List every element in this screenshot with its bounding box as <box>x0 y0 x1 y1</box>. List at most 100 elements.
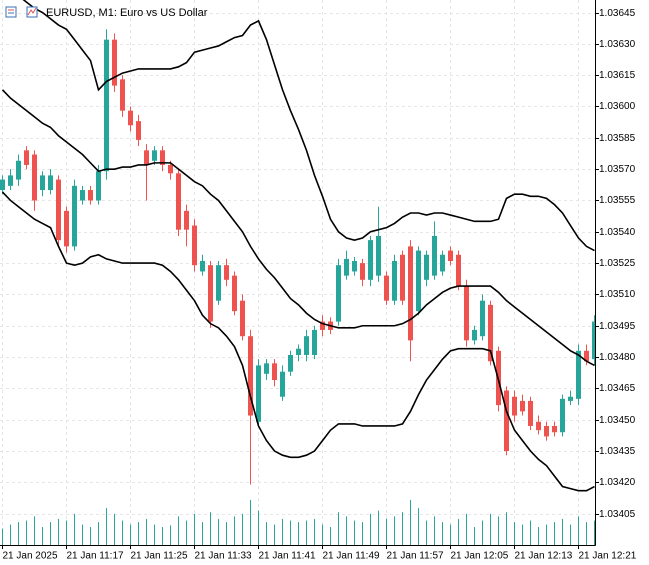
candle-body <box>136 121 141 140</box>
x-tick-label: 21 Jan 11:33 <box>195 551 253 562</box>
y-tick-label: 1.03585 <box>599 133 636 144</box>
candle-body <box>224 265 229 280</box>
y-tick-label: 1.03570 <box>599 164 636 175</box>
icon <box>27 7 37 16</box>
candle-body <box>448 250 453 262</box>
candle-body <box>392 261 397 301</box>
y-tick-label: 1.03420 <box>599 477 636 488</box>
band-line <box>1 191 595 492</box>
x-tick-label: 21 Jan 11:57 <box>387 551 445 562</box>
candle-body <box>480 300 485 337</box>
candle-body <box>336 265 341 322</box>
candle-body <box>88 190 93 201</box>
candle-body <box>560 398 565 433</box>
candle-body <box>24 150 29 165</box>
candle-body <box>104 39 109 172</box>
candle-body <box>168 164 173 174</box>
candle-body <box>344 258 349 276</box>
candle-body <box>56 179 61 241</box>
x-tick-label: 21 Jan 11:25 <box>131 551 189 562</box>
candle-body <box>232 275 237 312</box>
candle-body <box>576 350 581 399</box>
candle-body <box>176 173 181 230</box>
candle-body <box>216 265 221 301</box>
candle-body <box>432 235 437 276</box>
candle-body <box>440 254 445 272</box>
candle-body <box>584 350 589 362</box>
candle-body <box>144 150 149 165</box>
y-tick-label: 1.03435 <box>599 446 636 457</box>
y-tick-label: 1.03405 <box>599 509 636 520</box>
candle-body <box>520 400 525 412</box>
y-tick-label: 1.03525 <box>599 258 636 269</box>
candle-body <box>424 254 429 280</box>
band-line <box>1 89 595 367</box>
chart-title: EURUSD, M1: Euro vs US Dollar <box>46 7 208 19</box>
candle-body <box>64 210 69 247</box>
candle-body <box>472 329 477 341</box>
candle-body <box>568 396 573 401</box>
candle-body <box>536 421 541 431</box>
candle-body <box>280 371 285 397</box>
candle-body <box>304 336 309 355</box>
icon <box>5 6 17 18</box>
candle-body <box>208 265 213 322</box>
candle-body <box>16 160 21 180</box>
candle-body <box>464 286 469 341</box>
candle-body <box>112 39 117 86</box>
candle-body <box>152 150 157 161</box>
candle-body <box>256 365 261 422</box>
x-tick-label: 21 Jan 12:05 <box>451 551 509 562</box>
candle-body <box>48 175 53 191</box>
candle-body <box>376 235 381 276</box>
band-line <box>22 0 595 252</box>
y-tick-label: 1.03645 <box>599 8 636 19</box>
candle-body <box>528 400 533 426</box>
candle-body <box>120 79 125 111</box>
candle-body <box>0 179 5 191</box>
y-tick-label: 1.03450 <box>599 415 636 426</box>
candle-body <box>456 254 461 287</box>
candle-body <box>40 175 45 191</box>
candle-body <box>312 329 317 355</box>
x-tick-label: 21 Jan 12:13 <box>515 551 573 562</box>
y-tick-label: 1.03540 <box>599 227 636 238</box>
candle-body <box>400 254 405 301</box>
candle-body <box>80 190 85 201</box>
candle-body <box>8 175 13 186</box>
candle-body <box>240 300 245 337</box>
candle-body <box>184 210 189 230</box>
x-tick-label: 21 Jan 11:49 <box>323 551 381 562</box>
candle-body <box>72 185 77 247</box>
candle-body <box>360 263 365 280</box>
candle-body <box>544 425 549 437</box>
y-tick-label: 1.03615 <box>599 70 636 81</box>
candle-body <box>200 261 205 272</box>
candle-body <box>96 171 101 201</box>
candle-body <box>416 250 421 312</box>
y-tick-label: 1.03555 <box>599 195 636 206</box>
candle-body <box>296 348 301 355</box>
candle-body <box>504 390 509 452</box>
candle-body <box>592 321 595 360</box>
candle-body <box>160 150 165 165</box>
candle-body <box>384 275 389 301</box>
y-tick-label: 1.03630 <box>599 39 636 50</box>
candle-body <box>352 261 357 272</box>
x-tick-label: 21 Jan 2025 <box>3 551 58 562</box>
candle-body <box>512 396 517 416</box>
chart-icons <box>5 6 38 18</box>
candle-body <box>272 363 277 381</box>
candle-body <box>128 110 133 126</box>
candle-body <box>488 304 493 362</box>
y-tick-label: 1.03600 <box>599 101 636 112</box>
candle-body <box>248 336 253 416</box>
candle-body <box>408 246 413 341</box>
y-tick-label: 1.03510 <box>599 289 636 300</box>
y-tick-label: 1.03465 <box>599 383 636 394</box>
candle-body <box>264 363 269 374</box>
candle-body <box>368 240 373 280</box>
y-tick-label: 1.03495 <box>599 321 636 332</box>
candle-body <box>288 354 293 372</box>
